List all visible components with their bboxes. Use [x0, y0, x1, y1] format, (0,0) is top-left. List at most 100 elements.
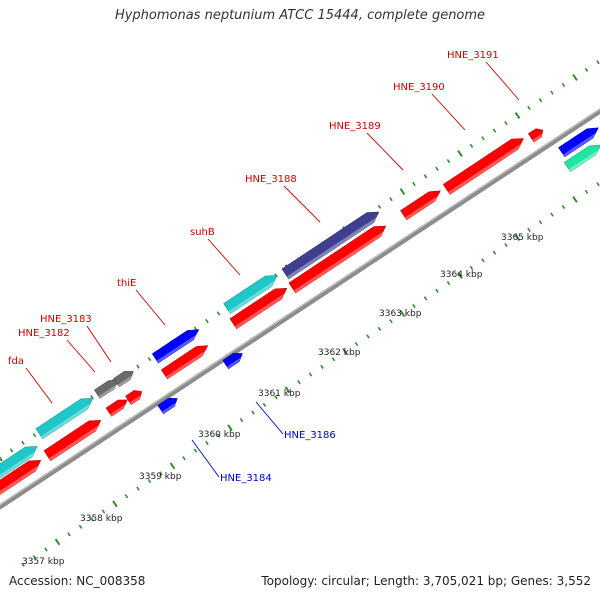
outer-scale-tick	[584, 67, 589, 72]
reverse-cds	[157, 397, 178, 415]
outer-scale-tick	[457, 150, 463, 158]
inner-scale-tick	[284, 386, 291, 394]
inner-scale-tick	[32, 555, 37, 560]
scale-label: 3358 kbp	[80, 514, 123, 524]
forward-cds-highlight	[129, 395, 141, 405]
inner-scale-tick	[136, 486, 140, 491]
inner-scale-tick	[492, 250, 497, 255]
outer-scale-tick	[550, 90, 554, 95]
inner-scale-tick	[78, 524, 83, 529]
gene-label: thiE	[117, 278, 136, 289]
inner-scale-tick	[112, 500, 118, 508]
inner-scale-tick	[44, 547, 48, 552]
inner-scale-tick	[159, 471, 163, 476]
reverse-cds	[151, 329, 200, 364]
inner-scale-tick	[124, 494, 129, 499]
outer-scale-tick	[21, 440, 25, 445]
green-feature-highlight	[568, 150, 598, 172]
inner-scale-tick	[561, 204, 566, 210]
reverse-cds-highlight	[563, 132, 596, 157]
forward-cds-highlight	[0, 465, 39, 495]
gene-leader-line	[283, 185, 321, 223]
inner-scale-tick	[251, 410, 255, 415]
inner-scale-tick	[320, 364, 324, 369]
purple-feature-highlight	[287, 217, 377, 279]
inner-scale-tick	[446, 281, 451, 286]
outer-scale-tick	[0, 456, 3, 462]
gray-feature	[93, 379, 120, 399]
cyan-feature-highlight	[41, 403, 91, 439]
scale-label: 3361 kbp	[258, 389, 301, 399]
forward-cds-highlight	[294, 231, 384, 293]
inner-scale-tick	[596, 182, 600, 187]
scale-label: 3365 kbp	[501, 233, 544, 243]
scale-label: 3363 kbp	[379, 309, 422, 319]
forward-cds-highlight	[405, 195, 438, 220]
gene-label: HNE_3184	[220, 473, 272, 484]
gray-feature-highlight	[98, 384, 117, 399]
inner-scale-tick	[21, 562, 25, 567]
gene-label: HNE_3191	[447, 50, 499, 61]
inner-scale-tick	[182, 456, 186, 461]
inner-scale-tick	[412, 303, 416, 309]
inner-scale-tick	[342, 348, 348, 356]
genome-backbone	[0, 108, 600, 510]
gene-label: fda	[8, 356, 24, 367]
gene-leader-line	[66, 339, 96, 373]
outer-scale-tick	[538, 98, 543, 103]
gene-leader-line	[191, 439, 220, 478]
outer-scale-tick	[561, 82, 566, 88]
inner-scale-tick	[274, 395, 278, 400]
inner-scale-tick	[514, 234, 521, 241]
inner-scale-tick	[54, 538, 61, 546]
inner-scale-tick	[67, 532, 71, 537]
inner-scale-tick	[205, 440, 209, 446]
scale-label: 3357 kbp	[22, 557, 65, 567]
forward-cds-highlight	[448, 143, 521, 195]
inner-scale-tick	[366, 334, 370, 339]
inner-scale-tick	[90, 516, 94, 522]
inner-scale-tick	[550, 212, 554, 217]
gene-label: suhB	[190, 227, 215, 238]
outer-scale-tick	[399, 188, 406, 196]
inner-scale-tick	[193, 448, 198, 453]
outer-scale-tick	[216, 311, 221, 316]
gene-leader-line	[255, 401, 284, 435]
gene-label: HNE_3189	[329, 121, 381, 132]
outer-scale-tick	[205, 318, 209, 324]
outer-scale-tick	[514, 112, 521, 119]
inner-scale-tick	[504, 242, 508, 248]
gene-label: HNE_3190	[393, 82, 445, 93]
reverse-cds	[222, 352, 243, 370]
scale-label: 3362 kbp	[318, 348, 361, 358]
scale-label: 3359 kbp	[139, 472, 182, 482]
inner-scale-tick	[262, 402, 267, 408]
inner-scale-tick	[527, 227, 531, 232]
outer-scale-tick	[423, 174, 428, 179]
inner-scale-tick	[457, 272, 463, 280]
gray-feature	[113, 370, 134, 388]
outer-scale-tick	[572, 73, 578, 81]
gene-leader-line	[207, 238, 241, 276]
gene-leader-line	[135, 289, 166, 326]
outer-scale-tick	[504, 120, 508, 126]
inner-scale-tick	[216, 433, 221, 438]
forward-cds-highlight	[49, 425, 99, 461]
outer-scale-tick	[377, 204, 382, 209]
reverse-cds-highlight	[162, 402, 176, 414]
outer-scale-tick	[527, 105, 531, 110]
outer-scale-tick	[136, 364, 140, 369]
inner-scale-tick	[308, 372, 313, 377]
cyan-feature-highlight	[0, 451, 35, 479]
outer-scale-tick	[596, 60, 600, 65]
forward-cds	[43, 419, 102, 462]
cyan-feature	[35, 397, 94, 440]
inner-scale-tick	[469, 265, 474, 271]
outer-scale-tick	[32, 433, 37, 438]
outer-scale-tick	[469, 143, 474, 149]
forward-cds-highlight	[532, 133, 543, 142]
inner-scale-tick	[239, 418, 244, 423]
inner-scale-tick	[584, 189, 589, 194]
scale-label: 3364 kbp	[440, 270, 483, 280]
gene-label: HNE_3188	[245, 174, 297, 185]
